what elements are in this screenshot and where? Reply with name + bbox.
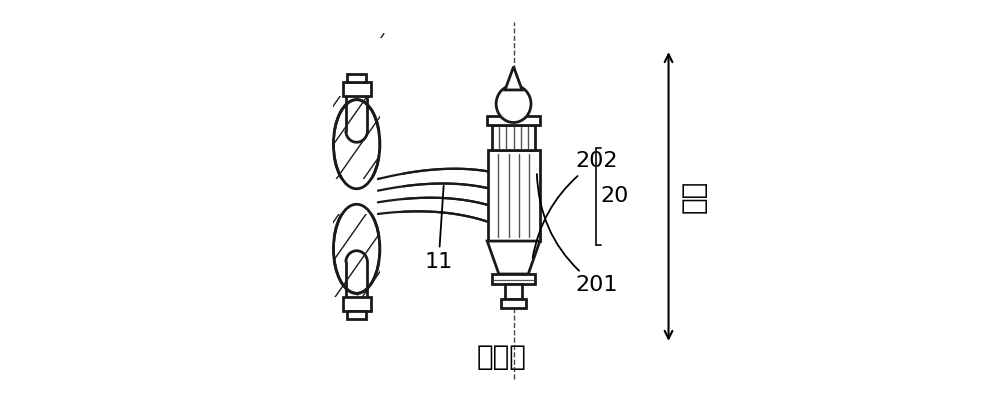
Ellipse shape: [496, 85, 531, 123]
Bar: [318, 297, 395, 355]
Bar: [492, 125, 535, 150]
Bar: [343, 82, 371, 96]
Bar: [488, 150, 540, 241]
Polygon shape: [487, 241, 540, 274]
Text: 201: 201: [537, 174, 618, 296]
Ellipse shape: [333, 100, 380, 189]
Text: 11: 11: [424, 186, 453, 272]
Polygon shape: [505, 67, 522, 90]
Bar: [343, 297, 371, 311]
Bar: [505, 284, 522, 299]
Bar: [380, 73, 403, 320]
Bar: [492, 274, 535, 284]
Bar: [318, 38, 395, 96]
Bar: [347, 73, 366, 82]
Text: 轴向: 轴向: [679, 180, 707, 213]
Bar: [347, 311, 366, 320]
Text: 202: 202: [533, 151, 618, 258]
Ellipse shape: [333, 204, 380, 293]
Bar: [487, 116, 540, 125]
Text: 中心线: 中心线: [477, 343, 527, 371]
Bar: [318, 179, 395, 214]
Bar: [501, 299, 526, 308]
Text: 20: 20: [601, 187, 629, 206]
Bar: [310, 73, 333, 320]
